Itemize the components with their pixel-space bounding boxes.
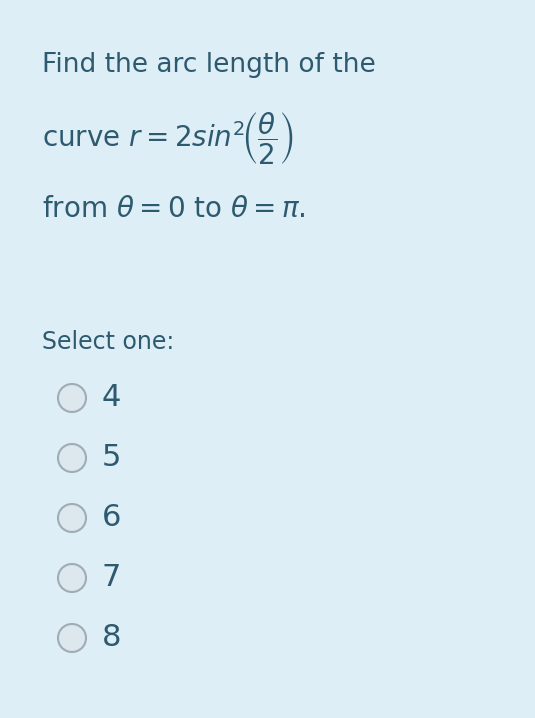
Text: 5: 5 [102, 444, 121, 472]
Text: 7: 7 [102, 564, 121, 592]
Circle shape [58, 444, 86, 472]
Text: from $\theta = 0$ to $\theta = \pi$.: from $\theta = 0$ to $\theta = \pi$. [42, 195, 306, 223]
Text: 6: 6 [102, 503, 121, 533]
Text: Find the arc length of the: Find the arc length of the [42, 52, 376, 78]
Text: 4: 4 [102, 383, 121, 413]
Circle shape [58, 624, 86, 652]
Text: 8: 8 [102, 623, 121, 653]
Text: Select one:: Select one: [42, 330, 174, 354]
Circle shape [58, 384, 86, 412]
Circle shape [58, 504, 86, 532]
Text: curve $r = 2\mathit{sin}^{2}\!\left(\dfrac{\theta}{2}\right)$: curve $r = 2\mathit{sin}^{2}\!\left(\dfr… [42, 110, 294, 166]
Circle shape [58, 564, 86, 592]
